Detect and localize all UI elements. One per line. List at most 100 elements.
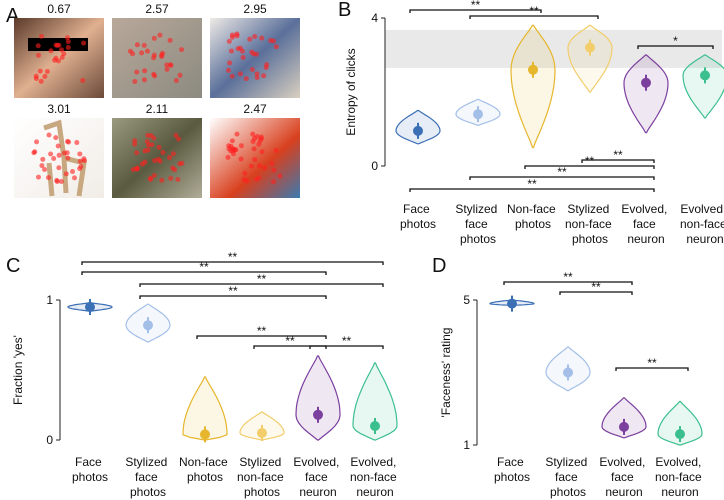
click-dot bbox=[42, 167, 48, 173]
significance-bracket bbox=[409, 9, 542, 13]
significance-bracket bbox=[253, 345, 327, 349]
click-dot bbox=[80, 78, 86, 84]
click-dot bbox=[35, 174, 41, 180]
click-dot bbox=[177, 72, 183, 78]
y-tick-label: 1 bbox=[463, 438, 470, 452]
click-dot bbox=[235, 46, 241, 52]
click-dot bbox=[81, 40, 87, 46]
click-dot bbox=[258, 134, 264, 140]
click-dot bbox=[33, 75, 39, 81]
click-dot bbox=[179, 160, 185, 166]
click-dot bbox=[168, 175, 174, 181]
significance-label: ** bbox=[285, 334, 295, 348]
x-tick-label: Evolved, non-face neuron bbox=[655, 455, 705, 499]
click-dot bbox=[48, 48, 54, 54]
click-dot bbox=[247, 36, 253, 42]
click-dot bbox=[77, 158, 83, 164]
x-tick-label: Stylized non-face photos bbox=[237, 455, 287, 499]
click-dot bbox=[58, 179, 64, 185]
violin bbox=[567, 24, 613, 93]
y-axis-label: Fraction 'yes' bbox=[11, 335, 25, 405]
click-dot bbox=[164, 66, 170, 72]
click-dot bbox=[175, 177, 181, 183]
click-dot bbox=[268, 38, 274, 44]
click-dot bbox=[252, 33, 258, 39]
click-dot bbox=[38, 78, 44, 84]
click-dot bbox=[65, 35, 71, 41]
click-dot bbox=[243, 76, 249, 82]
click-dot bbox=[249, 49, 255, 55]
click-dot bbox=[261, 73, 267, 79]
violin bbox=[295, 355, 341, 441]
click-dot bbox=[240, 54, 246, 60]
entropy-label: 0.67 bbox=[47, 2, 71, 16]
significance-label: ** bbox=[471, 0, 481, 12]
click-dot bbox=[77, 151, 83, 157]
significance-label: ** bbox=[257, 324, 267, 338]
significance-bracket bbox=[615, 367, 689, 371]
click-dot bbox=[176, 136, 182, 142]
click-dot bbox=[226, 38, 232, 44]
click-dot bbox=[144, 139, 150, 145]
y-tick-label: 0 bbox=[371, 159, 378, 173]
significance-label: ** bbox=[527, 177, 537, 191]
click-dot bbox=[159, 54, 165, 60]
click-dot bbox=[259, 35, 265, 41]
click-dot bbox=[134, 69, 140, 75]
significance-bracket bbox=[81, 261, 384, 265]
mean-dot bbox=[143, 320, 153, 331]
click-dot bbox=[134, 165, 140, 171]
mean-dot bbox=[619, 421, 629, 432]
click-dot bbox=[132, 79, 138, 85]
significance-label: ** bbox=[585, 154, 595, 168]
significance-label: ** bbox=[257, 272, 267, 286]
click-dot bbox=[231, 151, 237, 157]
x-tick-label: Non-face photos bbox=[507, 202, 559, 231]
click-dot bbox=[248, 163, 254, 169]
click-dot bbox=[257, 138, 263, 144]
click-dot bbox=[44, 69, 50, 75]
mean-dot bbox=[528, 64, 538, 75]
click-dot bbox=[74, 140, 80, 146]
x-tick-label: Stylized face photos bbox=[455, 202, 500, 246]
stimulus-image bbox=[112, 18, 202, 98]
click-dot bbox=[167, 62, 173, 68]
click-dot bbox=[277, 173, 283, 179]
y-tick-label: 0 bbox=[46, 433, 53, 447]
stimulus-image bbox=[210, 18, 300, 98]
click-dot bbox=[81, 156, 87, 162]
y-tick-label: 5 bbox=[463, 293, 470, 307]
click-dot bbox=[147, 175, 153, 181]
click-dot bbox=[251, 146, 257, 152]
significance-bracket bbox=[139, 283, 384, 287]
click-dot bbox=[66, 139, 72, 145]
significance-label: * bbox=[673, 34, 678, 48]
click-dot bbox=[42, 73, 48, 79]
mean-dot bbox=[675, 429, 685, 440]
significance-bracket bbox=[139, 295, 327, 299]
y-tick-label: 1 bbox=[46, 293, 53, 307]
click-dot bbox=[173, 77, 179, 83]
click-dot bbox=[242, 170, 248, 176]
click-dot bbox=[173, 132, 179, 138]
click-dot bbox=[228, 143, 234, 149]
click-dot bbox=[252, 157, 258, 163]
entropy-label: 2.57 bbox=[145, 2, 169, 16]
mean-dot bbox=[200, 429, 210, 440]
mean-dot bbox=[85, 302, 95, 312]
x-tick-label: Stylized face photos bbox=[125, 455, 170, 499]
significance-label: ** bbox=[529, 4, 539, 18]
click-dot bbox=[252, 135, 258, 141]
click-dot bbox=[70, 169, 76, 175]
significance-bracket bbox=[559, 291, 633, 295]
click-dot bbox=[254, 71, 260, 77]
click-dot bbox=[56, 152, 62, 158]
x-tick-label: Face photos bbox=[72, 455, 108, 484]
click-dot bbox=[59, 54, 65, 60]
significance-bracket bbox=[469, 15, 599, 19]
click-dot bbox=[172, 167, 178, 173]
click-dot bbox=[48, 151, 54, 157]
click-dot bbox=[145, 147, 151, 153]
click-dot bbox=[45, 175, 51, 181]
